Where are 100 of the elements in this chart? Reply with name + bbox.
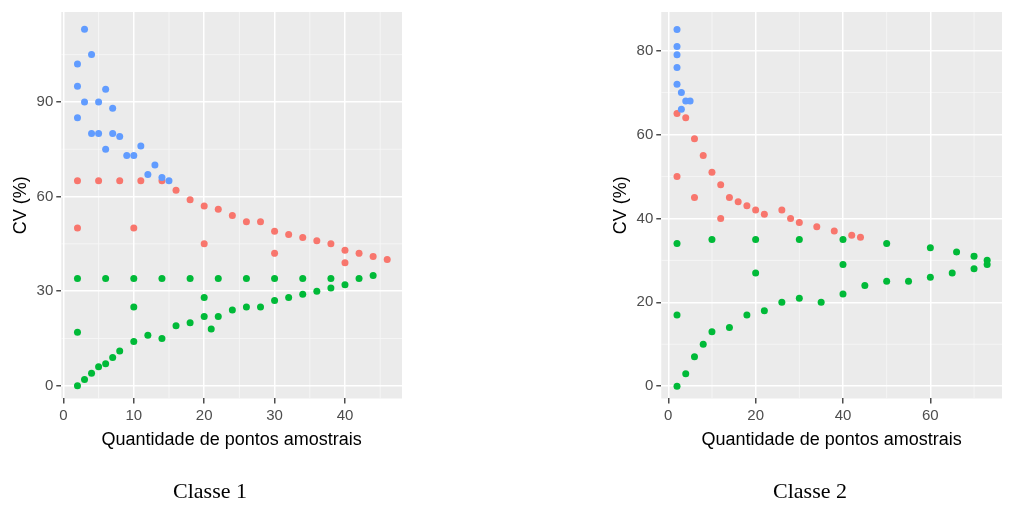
point bbox=[116, 133, 124, 141]
point bbox=[369, 271, 377, 279]
x-tick-label: 60 bbox=[922, 405, 939, 423]
point bbox=[116, 177, 124, 185]
y-axis-title: CV (%) bbox=[609, 176, 630, 235]
point bbox=[186, 196, 194, 204]
point bbox=[95, 363, 103, 371]
point bbox=[242, 303, 250, 311]
point bbox=[787, 214, 795, 222]
point bbox=[158, 275, 166, 283]
point bbox=[708, 168, 716, 176]
point bbox=[752, 206, 760, 214]
point bbox=[214, 275, 222, 283]
point bbox=[673, 311, 681, 319]
point bbox=[673, 26, 681, 34]
point bbox=[73, 82, 81, 90]
point bbox=[130, 303, 138, 311]
point bbox=[778, 298, 786, 306]
point bbox=[830, 227, 838, 235]
point bbox=[369, 252, 377, 260]
point bbox=[73, 382, 81, 390]
point bbox=[109, 353, 117, 361]
point bbox=[137, 142, 145, 150]
point bbox=[200, 202, 208, 210]
point bbox=[81, 375, 89, 383]
y-tick-label: 0 bbox=[644, 376, 654, 394]
y-tick-label: 30 bbox=[36, 281, 54, 299]
point bbox=[130, 152, 138, 160]
point bbox=[73, 60, 81, 68]
point bbox=[690, 193, 698, 201]
point bbox=[734, 198, 742, 206]
point bbox=[88, 129, 96, 137]
point bbox=[699, 340, 707, 348]
point bbox=[341, 246, 349, 254]
point bbox=[327, 275, 335, 283]
text: Classe 1 bbox=[172, 478, 248, 504]
x-tick-label: 40 bbox=[834, 405, 852, 423]
point bbox=[795, 294, 803, 302]
point bbox=[299, 290, 307, 298]
point bbox=[81, 25, 89, 33]
point bbox=[778, 206, 786, 214]
point bbox=[123, 152, 131, 160]
point bbox=[95, 129, 103, 137]
point bbox=[725, 193, 733, 201]
x-tick-label: 20 bbox=[747, 405, 764, 423]
point bbox=[257, 218, 265, 226]
point bbox=[839, 235, 847, 243]
point bbox=[130, 224, 138, 232]
point bbox=[144, 170, 152, 178]
point bbox=[73, 224, 81, 232]
point bbox=[682, 370, 690, 378]
point bbox=[813, 223, 821, 231]
point bbox=[116, 347, 124, 355]
point bbox=[172, 322, 180, 330]
point bbox=[839, 290, 847, 298]
point bbox=[271, 297, 279, 305]
point bbox=[228, 211, 236, 219]
point bbox=[130, 275, 138, 283]
y-tick-label: 60 bbox=[36, 186, 54, 204]
point bbox=[299, 275, 307, 283]
point bbox=[953, 248, 961, 256]
point bbox=[102, 145, 110, 153]
point bbox=[88, 369, 96, 377]
point bbox=[970, 265, 978, 273]
y-axis-title: CV (%) bbox=[9, 176, 30, 235]
point bbox=[690, 353, 698, 361]
point bbox=[690, 135, 698, 143]
point bbox=[158, 334, 166, 342]
point bbox=[717, 181, 725, 189]
point bbox=[708, 328, 716, 336]
point bbox=[355, 249, 363, 257]
point bbox=[327, 240, 335, 248]
point bbox=[151, 161, 159, 169]
point bbox=[95, 98, 103, 106]
point bbox=[341, 281, 349, 289]
point bbox=[752, 269, 760, 277]
point bbox=[673, 240, 681, 248]
point bbox=[677, 105, 685, 113]
point bbox=[299, 234, 307, 242]
point bbox=[81, 98, 89, 106]
point bbox=[743, 202, 751, 210]
point bbox=[137, 177, 145, 185]
point bbox=[102, 360, 110, 368]
point bbox=[717, 214, 725, 222]
point bbox=[725, 324, 733, 331]
point bbox=[102, 275, 110, 283]
point bbox=[242, 218, 250, 226]
point bbox=[752, 235, 760, 243]
point bbox=[883, 240, 891, 248]
point bbox=[207, 325, 215, 333]
x-tick-label: 40 bbox=[336, 405, 354, 423]
point bbox=[73, 177, 81, 185]
point bbox=[708, 235, 716, 243]
point bbox=[839, 261, 847, 269]
point bbox=[313, 237, 321, 245]
point bbox=[673, 42, 681, 50]
point bbox=[214, 312, 222, 320]
x-tick-label: 20 bbox=[195, 405, 213, 423]
point bbox=[905, 277, 913, 285]
point bbox=[673, 382, 681, 390]
